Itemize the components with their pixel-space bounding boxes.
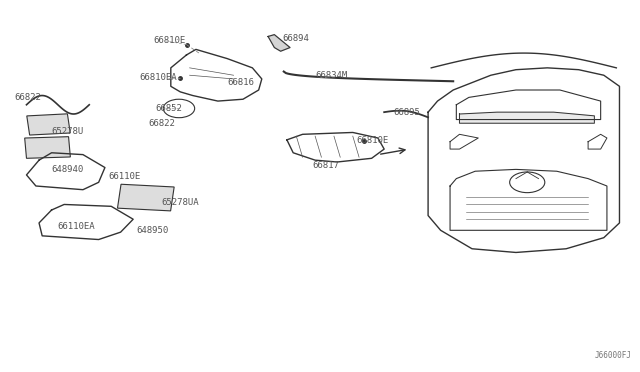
Text: 66822: 66822	[14, 93, 41, 102]
Text: 66834M: 66834M	[315, 71, 348, 80]
Polygon shape	[268, 35, 290, 51]
Text: 66110EA: 66110EA	[58, 222, 95, 231]
Text: 65278U: 65278U	[52, 127, 84, 136]
Text: 66822: 66822	[149, 119, 176, 128]
Text: 648940: 648940	[52, 165, 84, 174]
Polygon shape	[460, 112, 595, 123]
Text: 66852: 66852	[155, 104, 182, 113]
Text: 66810EA: 66810EA	[140, 73, 177, 82]
Text: 66810E: 66810E	[153, 36, 186, 45]
Text: 65278UA: 65278UA	[161, 198, 199, 207]
Text: 66817: 66817	[312, 161, 339, 170]
Text: 66895: 66895	[394, 108, 420, 117]
Text: 66110E: 66110E	[108, 172, 140, 181]
Text: 66894: 66894	[282, 34, 308, 43]
Text: 66810E: 66810E	[356, 137, 388, 145]
Bar	[118, 184, 174, 211]
Bar	[25, 137, 70, 158]
Text: J66000FJ: J66000FJ	[595, 350, 632, 359]
Text: 648950: 648950	[136, 226, 168, 235]
Text: 66816: 66816	[227, 78, 254, 87]
Bar	[27, 114, 70, 135]
